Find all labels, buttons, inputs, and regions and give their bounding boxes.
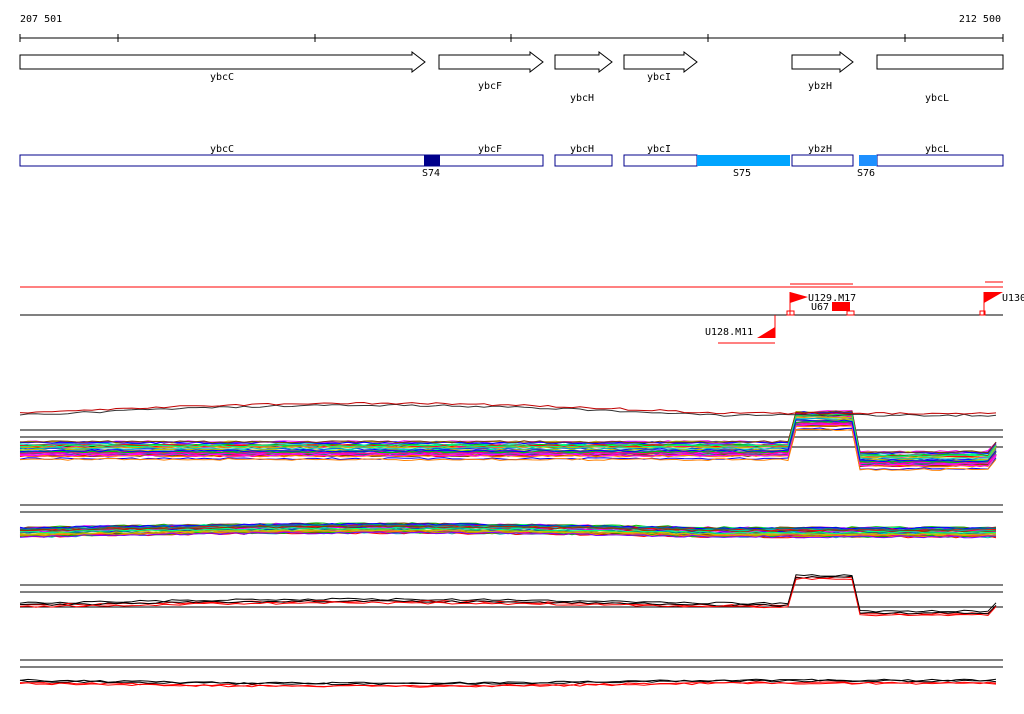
profile-line bbox=[19, 417, 997, 460]
gene-label: ybcL bbox=[925, 93, 949, 104]
gene-label: ybcL bbox=[925, 144, 949, 155]
profile-line bbox=[19, 419, 997, 463]
transcript-track bbox=[20, 281, 1003, 344]
gene-label: ybcH bbox=[570, 93, 594, 104]
segment-track bbox=[19, 154, 1004, 167]
profile-line bbox=[19, 425, 997, 468]
profile-line bbox=[19, 681, 997, 688]
profile-line bbox=[19, 428, 997, 471]
segment bbox=[697, 155, 790, 166]
expression-profiles bbox=[19, 401, 1003, 688]
profile-line bbox=[19, 527, 996, 534]
profile-line bbox=[19, 531, 997, 539]
profile-line bbox=[20, 530, 997, 538]
gene-label: ybcI bbox=[647, 72, 671, 83]
profile-line bbox=[19, 423, 997, 467]
profile-line bbox=[19, 681, 997, 688]
segment-label: S76 bbox=[857, 168, 875, 179]
profile-line bbox=[19, 403, 997, 417]
profile-line bbox=[19, 528, 997, 536]
segment-label: S75 bbox=[733, 168, 751, 179]
gene-label: ybcF bbox=[478, 81, 502, 92]
profile-line bbox=[19, 577, 997, 617]
profile-line bbox=[19, 575, 997, 615]
profile-line bbox=[20, 410, 997, 454]
axis-end: 212 500 bbox=[959, 14, 1001, 25]
axis-start: 207 501 bbox=[20, 14, 62, 25]
profile-line bbox=[19, 525, 997, 533]
profile-line bbox=[19, 401, 997, 415]
transcript-label: U130 bbox=[1002, 293, 1024, 304]
profile-line bbox=[19, 575, 997, 615]
gene-label: ybcF bbox=[478, 144, 502, 155]
gene-label: ybzH bbox=[808, 81, 832, 92]
segment-label: S74 bbox=[422, 168, 440, 179]
gene-label: ybcC bbox=[210, 144, 234, 155]
axis bbox=[19, 34, 1004, 42]
segment bbox=[424, 155, 440, 166]
profile-line bbox=[19, 679, 997, 686]
transcript-label: U129.M17 bbox=[808, 293, 856, 304]
transcript-label: U128.M11 bbox=[705, 327, 753, 338]
gene-label: ybcC bbox=[210, 72, 234, 83]
transcript-label: U67 bbox=[811, 302, 829, 313]
gene-arrows bbox=[19, 50, 1004, 74]
segment bbox=[859, 155, 877, 166]
profile-line bbox=[19, 524, 997, 531]
gene-label: ybcI bbox=[647, 144, 671, 155]
gene-label: ybzH bbox=[808, 144, 832, 155]
profile-line bbox=[19, 574, 997, 613]
gene-label: ybcH bbox=[570, 144, 594, 155]
